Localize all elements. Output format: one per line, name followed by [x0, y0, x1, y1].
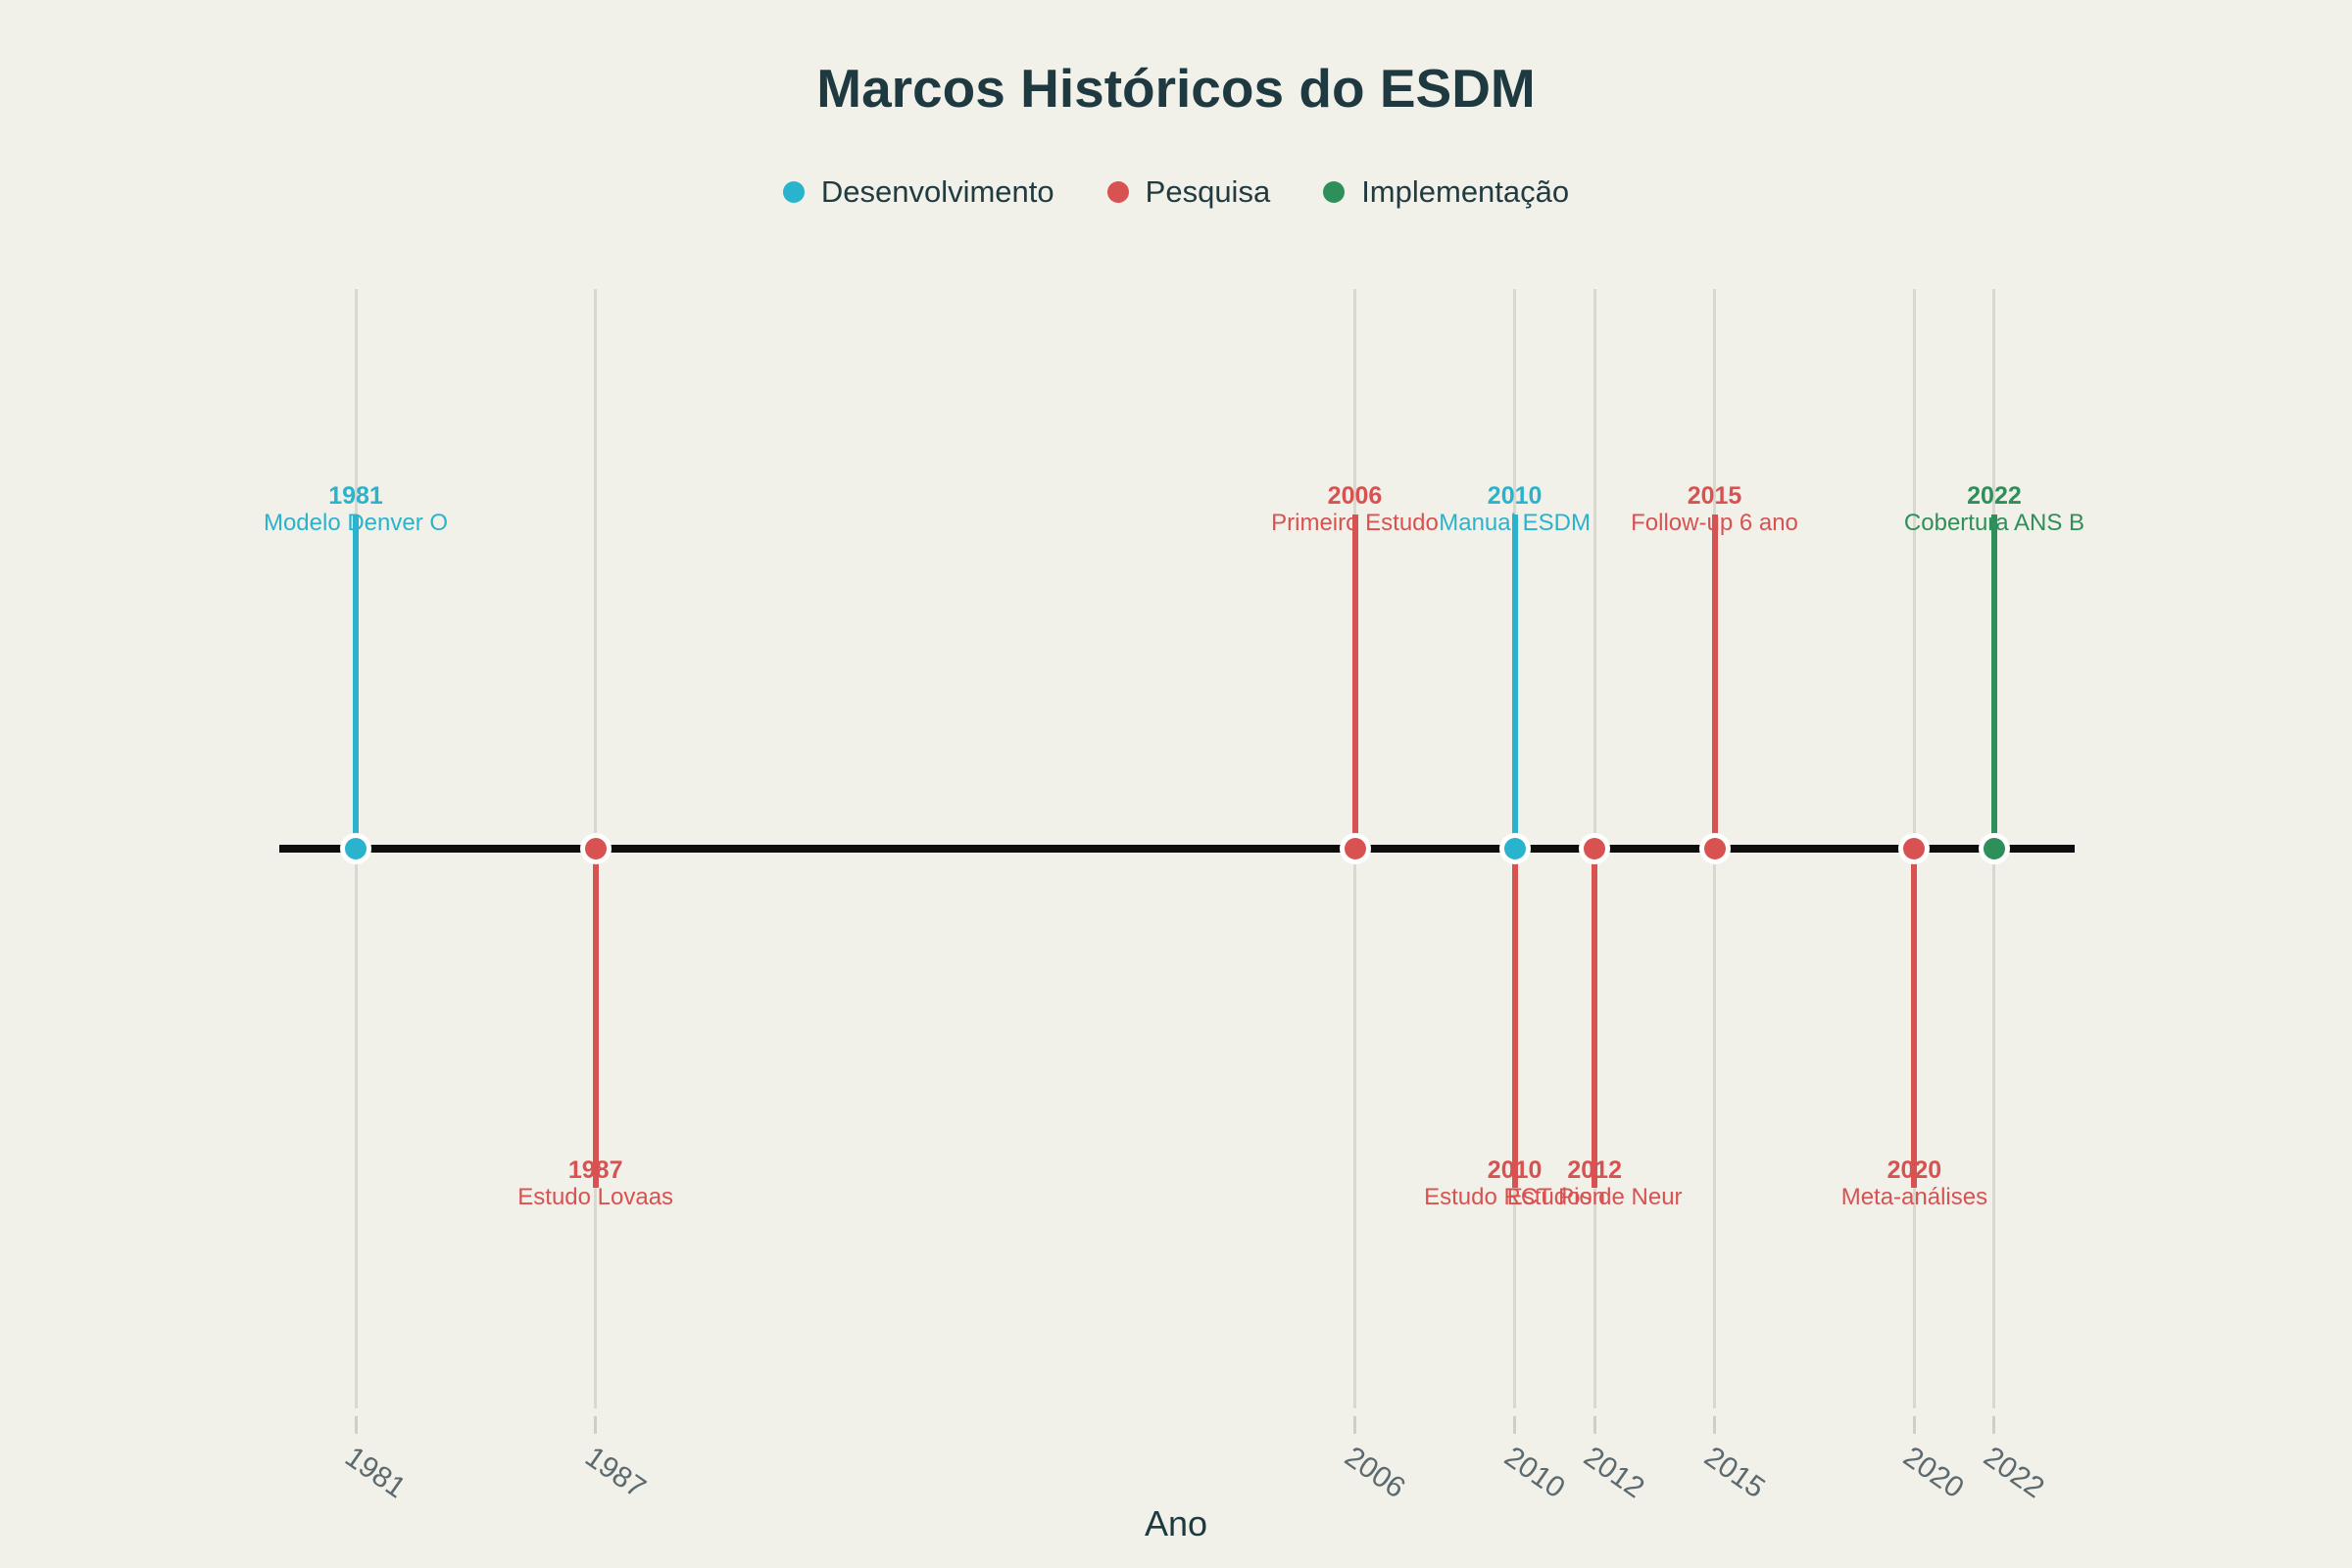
- tick-label-1987: 1987: [578, 1441, 652, 1505]
- legend-label: Implementação: [1361, 174, 1570, 209]
- event-stem-2010-below: [1511, 849, 1518, 1188]
- event-marker-2006[interactable]: [1339, 833, 1371, 864]
- event-marker-1981[interactable]: [340, 833, 371, 864]
- event-marker-dot: [1584, 838, 1606, 859]
- event-year: 1981: [328, 482, 383, 510]
- tick-mark-2006: [1353, 1416, 1356, 1434]
- timeline-axis: [279, 845, 2075, 853]
- tick-label-2022: 2022: [1978, 1441, 2050, 1505]
- tick-label-2015: 2015: [1697, 1441, 1771, 1505]
- tick-mark-2012: [1592, 1416, 1596, 1434]
- tick-label-2012: 2012: [1578, 1441, 1650, 1505]
- event-marker-1987[interactable]: [579, 833, 612, 864]
- event-marker-2010[interactable]: [1498, 833, 1531, 864]
- event-stem-2012-below: [1592, 849, 1598, 1188]
- event-year: 2022: [1967, 482, 2022, 510]
- tick-mark-2022: [1992, 1416, 1996, 1434]
- event-name: Estudo RCT Pion: [1424, 1184, 1606, 1210]
- event-label-1987-below: 1987Estudo Lovaas: [517, 1156, 673, 1211]
- event-label-2020-below: 2020Meta-análises: [1841, 1156, 1987, 1211]
- event-marker-dot: [1503, 838, 1526, 859]
- event-marker-2015[interactable]: [1698, 833, 1731, 864]
- legend-item-implementacao[interactable]: Implementação: [1323, 174, 1569, 210]
- event-marker-dot: [1983, 838, 2005, 859]
- event-stem-2020-below: [1911, 849, 1918, 1188]
- event-stem-2022-above: [1990, 514, 1997, 849]
- event-marker-dot: [584, 838, 607, 859]
- legend-item-pesquisa[interactable]: Pesquisa: [1106, 174, 1271, 210]
- tick-label-2010: 2010: [1497, 1441, 1571, 1505]
- event-stem-2006-above: [1351, 514, 1358, 849]
- event-name: Meta-análises: [1840, 1184, 1988, 1210]
- event-year: 2010: [1487, 482, 1543, 510]
- tick-mark-1987: [594, 1416, 598, 1434]
- tick-label-1981: 1981: [339, 1441, 412, 1505]
- event-marker-2022[interactable]: [1978, 833, 2010, 864]
- event-name: Estudo Lovaas: [517, 1184, 674, 1210]
- event-name: Estudos de Neur: [1506, 1184, 1683, 1210]
- legend-label: Desenvolvimento: [820, 174, 1054, 209]
- event-marker-2012[interactable]: [1579, 833, 1611, 864]
- event-marker-2020[interactable]: [1898, 833, 1931, 864]
- tick-label-2020: 2020: [1897, 1441, 1971, 1505]
- legend-swatch-icon: [1323, 181, 1346, 203]
- tick-label-2006: 2006: [1338, 1441, 1411, 1505]
- legend-label: Pesquisa: [1145, 174, 1271, 209]
- event-year: 2015: [1687, 482, 1742, 510]
- x-axis-label: Ano: [1144, 1503, 1208, 1544]
- tick-mark-1981: [354, 1416, 358, 1434]
- chart-title: Marcos Históricos do ESDM: [816, 58, 1536, 119]
- event-stem-2015-above: [1711, 514, 1718, 849]
- event-stem-1981-above: [353, 514, 359, 849]
- legend-swatch-icon: [1106, 181, 1129, 203]
- event-marker-dot: [1703, 838, 1726, 859]
- event-year: 2006: [1327, 482, 1383, 510]
- event-stem-1987-below: [592, 849, 599, 1188]
- event-marker-dot: [345, 838, 367, 859]
- tick-mark-2010: [1513, 1416, 1517, 1434]
- legend-swatch-icon: [782, 181, 805, 203]
- tick-mark-2020: [1912, 1416, 1916, 1434]
- event-marker-dot: [1903, 838, 1926, 859]
- tick-mark-2015: [1713, 1416, 1717, 1434]
- event-stem-2010-above: [1511, 514, 1518, 849]
- event-marker-dot: [1344, 838, 1366, 859]
- legend-item-desenvolvimento[interactable]: Desenvolvimento: [782, 174, 1054, 210]
- legend: Desenvolvimento Pesquisa Implementação: [0, 174, 2352, 210]
